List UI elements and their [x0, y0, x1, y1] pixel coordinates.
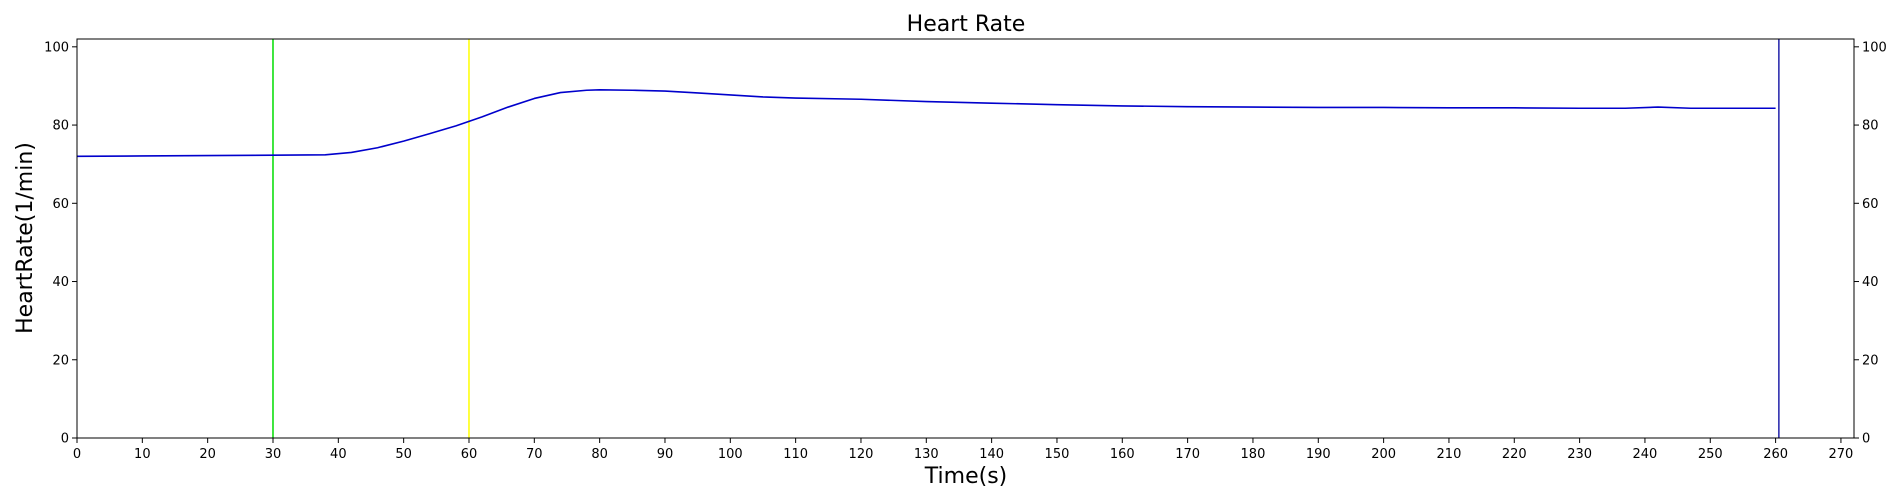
x-tick-label: 190 — [1306, 447, 1331, 462]
plot-frame — [76, 38, 1855, 439]
x-tick-label: 40 — [330, 447, 347, 462]
y-tick-label-right: 80 — [1862, 119, 1879, 134]
y-tick-label-right: 40 — [1862, 275, 1879, 290]
series-line-0 — [76, 89, 1776, 158]
x-tick-label: 110 — [783, 447, 808, 462]
x-tick-label: 80 — [591, 447, 608, 462]
y-tick-label-right: 100 — [1862, 40, 1887, 55]
y-tick-label-left: 0 — [61, 432, 69, 447]
x-tick-label: 260 — [1763, 447, 1788, 462]
y-tick-label-left: 60 — [52, 197, 69, 212]
x-tick-label: 120 — [849, 447, 874, 462]
x-tick-label: 210 — [1437, 447, 1462, 462]
x-tick-label: 270 — [1829, 447, 1854, 462]
y-tick-label-right: 0 — [1862, 432, 1870, 447]
x-tick-label: 230 — [1567, 447, 1592, 462]
x-tick-label: 30 — [265, 447, 282, 462]
x-axis: 0 10 20 30 40 50 60 70 80 90 100 110 120 130 140 150 160… — [73, 438, 1853, 462]
x-tick-label: 90 — [657, 447, 674, 462]
x-tick-label: 180 — [1241, 447, 1266, 462]
vertical-markers — [272, 39, 1780, 438]
x-axis-title: Time(s) — [924, 464, 1007, 489]
x-tick-label: 50 — [395, 447, 412, 462]
y-tick-label-right: 60 — [1862, 197, 1879, 212]
y-axis-right: 0 20 40 60 80 100 — [1854, 40, 1887, 447]
x-tick-label: 220 — [1502, 447, 1527, 462]
y-axis-title: HeartRate(1/min) — [13, 142, 38, 334]
x-tick-label: 160 — [1110, 447, 1135, 462]
y-tick-label-left: 80 — [52, 119, 69, 134]
chart-title: Heart Rate — [907, 12, 1026, 37]
plot-series — [76, 89, 1776, 158]
x-tick-label: 150 — [1045, 447, 1070, 462]
x-tick-label: 170 — [1175, 447, 1200, 462]
x-tick-label: 130 — [914, 447, 939, 462]
x-tick-label: 100 — [718, 447, 743, 462]
x-tick-label: 250 — [1698, 447, 1723, 462]
y-tick-label-left: 40 — [52, 275, 69, 290]
y-tick-label-left: 20 — [52, 353, 69, 368]
x-tick-label: 60 — [461, 447, 478, 462]
x-tick-label: 70 — [526, 447, 543, 462]
x-tick-label: 240 — [1633, 447, 1658, 462]
x-tick-label: 200 — [1371, 447, 1396, 462]
x-tick-label: 0 — [73, 447, 81, 462]
x-tick-label: 20 — [199, 447, 216, 462]
x-tick-label: 10 — [134, 447, 151, 462]
y-axis-left: 0 20 40 60 80 100 — [44, 40, 77, 447]
x-tick-label: 140 — [979, 447, 1004, 462]
y-tick-label-right: 20 — [1862, 353, 1879, 368]
y-tick-label-left: 100 — [44, 40, 69, 55]
